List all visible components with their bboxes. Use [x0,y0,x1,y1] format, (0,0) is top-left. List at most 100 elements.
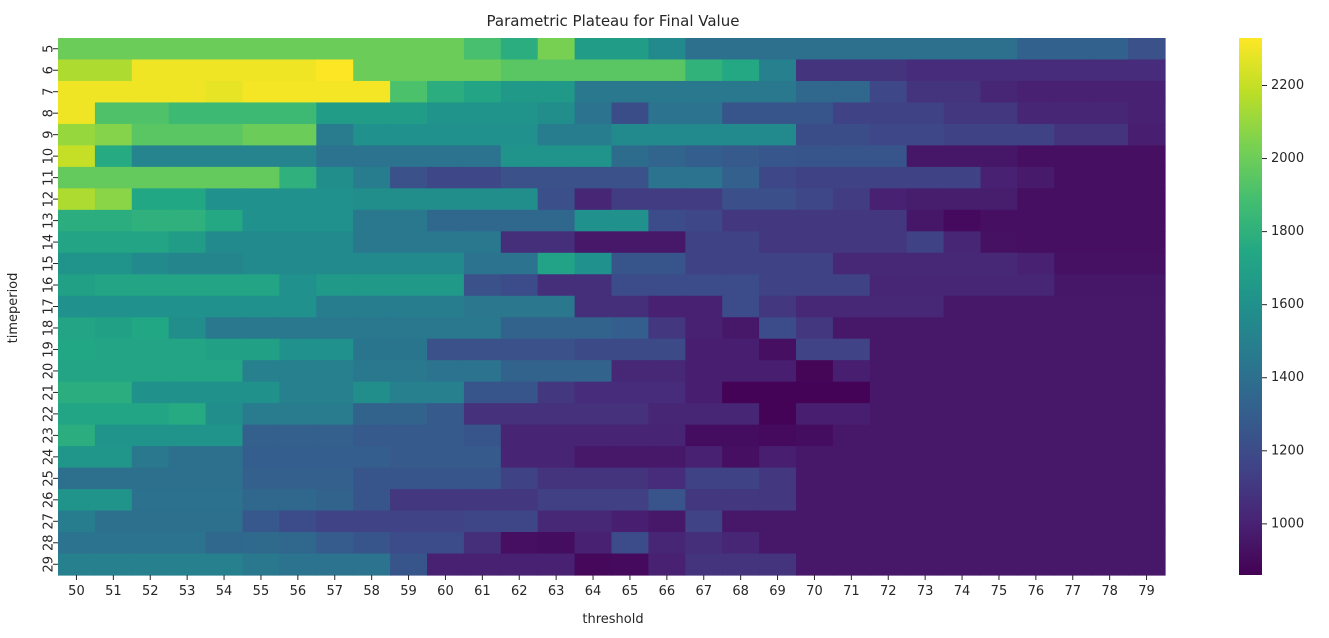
heatmap-cell [353,360,391,383]
heatmap-cell [168,123,207,146]
heatmap-cell [574,317,613,340]
heatmap-cell [980,489,1018,512]
heatmap-cell [1054,381,1092,404]
heatmap-cell [463,360,502,383]
heatmap-cell [759,510,797,533]
heatmap-cell [463,80,502,104]
heatmap-cell [611,102,649,125]
heatmap-cell [1128,102,1166,125]
heatmap-cell [463,510,502,533]
heatmap-cell [427,102,465,125]
heatmap-cell [500,252,539,275]
heatmap-cell [58,532,96,555]
heatmap-cell [1128,510,1166,533]
heatmap-cell [722,489,760,512]
heatmap-cell [58,59,96,82]
colorbar-tick-label: 1200 [1271,443,1304,458]
x-tick-label: 53 [179,584,196,599]
heatmap-cell [611,403,649,426]
heatmap-cell [906,166,945,189]
y-tick-label: 19 [42,341,57,358]
heatmap-cell [427,553,465,576]
heatmap-cell [574,231,613,254]
heatmap-cell [316,274,354,297]
heatmap-cell [205,295,244,318]
heatmap-cell [279,166,317,189]
x-tick-label: 51 [105,584,122,599]
heatmap-cell [279,295,317,318]
heatmap-cell [722,166,760,189]
heatmap-cell [1091,274,1129,297]
heatmap-cell [94,231,133,254]
heatmap-cell [1017,38,1055,61]
heatmap-cell [796,360,834,383]
heatmap-cell [205,209,244,232]
heatmap-cell [131,123,170,146]
heatmap-cell [906,274,945,297]
heatmap-cell [722,360,760,383]
heatmap-cell [722,231,760,254]
heatmap-cell [1091,360,1129,383]
heatmap-cell [94,317,133,340]
heatmap-cell [279,510,317,533]
heatmap-cell [1054,188,1092,211]
heatmap-cell [1091,59,1129,82]
heatmap-cell [611,489,649,512]
heatmap-cell [832,424,871,447]
heatmap-cell [1054,145,1092,168]
heatmap-cell [611,424,649,447]
heatmap-cell [168,274,207,297]
heatmap-cell [980,403,1018,426]
heatmap-cell [796,59,834,82]
heatmap-cell [943,80,982,104]
heatmap-cell [316,553,354,576]
heatmap-cell [1054,274,1092,297]
heatmap-cell [427,38,465,61]
heatmap-cell [906,123,945,146]
heatmap-cell [759,553,797,576]
heatmap-cell [943,489,982,512]
heatmap-cell [390,295,428,318]
heatmap-cell [869,553,908,576]
heatmap-cell [279,145,317,168]
heatmap-cell [242,317,280,340]
heatmap-cell [279,360,317,383]
heatmap-cell [759,381,797,404]
heatmap-cell [390,424,428,447]
heatmap-cell [943,381,982,404]
heatmap-cell [943,446,982,469]
heatmap-cell [316,381,354,404]
heatmap-cell [685,424,723,447]
heatmap-cell [353,446,391,469]
colorbar-tick-label: 2200 [1271,78,1304,93]
y-tick-label: 15 [42,255,57,272]
heatmap-cell [500,145,539,168]
heatmap-cell [869,424,908,447]
heatmap-cell [353,145,391,168]
heatmap-cell [1128,209,1166,232]
heatmap-cell [1091,295,1129,318]
heatmap-cell [427,338,465,361]
heatmap-cell [1128,166,1166,189]
heatmap-cell [58,209,96,232]
heatmap-cell [685,317,723,340]
y-tick-label: 11 [42,169,57,186]
heatmap-cell [316,209,354,232]
heatmap-cell [1091,381,1129,404]
colorbar-tick-label: 2000 [1271,151,1304,166]
heatmap-cell [1017,145,1055,168]
heatmap-cell [205,231,244,254]
heatmap-cell [869,317,908,340]
heatmap-cell [722,209,760,232]
heatmap-cell [353,274,391,297]
heatmap-cell [906,338,945,361]
heatmap-cell [390,381,428,404]
heatmap-cell [722,80,760,104]
heatmap-cell [574,166,613,189]
heatmap-cell [427,145,465,168]
heatmap-cell [574,553,613,576]
heatmap-cell [463,102,502,125]
heatmap-cell [537,252,576,275]
heatmap-cell [58,80,96,104]
